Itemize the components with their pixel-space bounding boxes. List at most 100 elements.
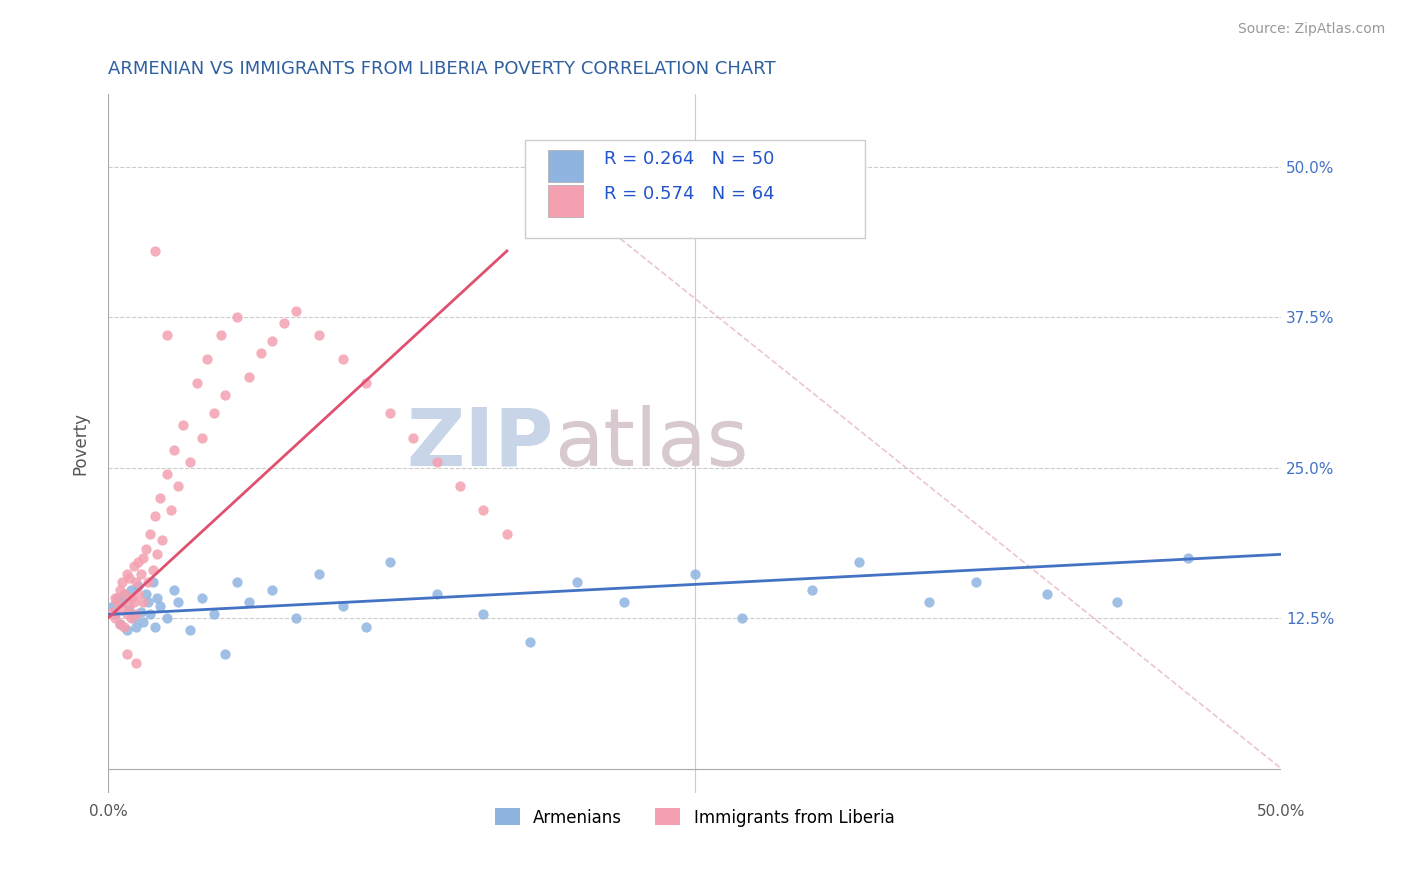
Point: [120, 591, 142, 605]
Point: [238, 370, 260, 384]
Point: [128, 587, 150, 601]
Point: [128, 578, 150, 592]
Point: [167, 478, 190, 492]
Point: [120, 611, 142, 625]
Point: [226, 574, 249, 589]
Y-axis label: Poverty: Poverty: [72, 412, 89, 475]
Point: [186, 376, 208, 391]
Point: [104, 611, 127, 625]
Point: [118, 571, 141, 585]
Point: [273, 316, 295, 330]
Point: [135, 587, 157, 601]
Point: [156, 611, 179, 625]
Point: [191, 430, 214, 444]
Point: [496, 526, 519, 541]
Point: [125, 656, 148, 670]
Point: [378, 555, 401, 569]
Point: [214, 388, 236, 402]
Point: [195, 352, 218, 367]
Point: [122, 559, 145, 574]
Point: [1035, 587, 1057, 601]
Point: [142, 563, 165, 577]
Point: [128, 555, 150, 569]
FancyBboxPatch shape: [524, 140, 865, 237]
Point: [156, 467, 179, 481]
Point: [112, 619, 135, 633]
Point: [163, 583, 186, 598]
Point: [425, 587, 447, 601]
Point: [115, 647, 138, 661]
Point: [262, 583, 284, 598]
Point: [104, 607, 127, 622]
Point: [115, 623, 138, 637]
Point: [105, 591, 128, 605]
Point: [122, 595, 145, 609]
Point: [284, 611, 307, 625]
Point: [108, 583, 131, 598]
Point: [209, 328, 232, 343]
Point: [135, 542, 157, 557]
Legend: Armenians, Immigrants from Liberia: Armenians, Immigrants from Liberia: [488, 802, 901, 833]
Point: [132, 595, 155, 609]
Point: [112, 587, 135, 601]
Point: [284, 304, 307, 318]
Point: [683, 566, 706, 581]
Point: [142, 574, 165, 589]
Point: [118, 602, 141, 616]
Point: [332, 352, 354, 367]
Point: [1177, 550, 1199, 565]
Point: [226, 310, 249, 325]
Point: [172, 418, 194, 433]
Point: [730, 611, 752, 625]
Point: [179, 454, 201, 468]
Point: [132, 615, 155, 629]
Point: [472, 607, 495, 622]
Point: [115, 607, 138, 622]
Point: [108, 617, 131, 632]
Point: [101, 605, 124, 619]
Point: [354, 619, 377, 633]
Point: [111, 595, 134, 609]
Point: [146, 547, 169, 561]
Point: [132, 550, 155, 565]
Point: [332, 599, 354, 613]
FancyBboxPatch shape: [548, 186, 583, 217]
FancyBboxPatch shape: [548, 150, 583, 182]
Point: [149, 599, 172, 613]
Text: R = 0.264   N = 50: R = 0.264 N = 50: [605, 150, 775, 169]
Point: [214, 647, 236, 661]
Point: [118, 599, 141, 613]
Point: [402, 430, 425, 444]
Point: [449, 478, 471, 492]
Text: Source: ZipAtlas.com: Source: ZipAtlas.com: [1237, 22, 1385, 37]
Point: [101, 599, 124, 613]
Point: [191, 591, 214, 605]
Point: [136, 574, 159, 589]
Point: [567, 574, 589, 589]
Point: [308, 566, 330, 581]
Point: [160, 502, 183, 516]
Point: [150, 533, 173, 547]
Point: [1107, 595, 1129, 609]
Point: [918, 595, 941, 609]
Point: [136, 595, 159, 609]
Point: [179, 623, 201, 637]
Point: [143, 619, 166, 633]
Point: [143, 508, 166, 523]
Point: [143, 244, 166, 258]
Point: [125, 619, 148, 633]
Point: [115, 566, 138, 581]
Point: [202, 607, 225, 622]
Point: [801, 583, 824, 598]
Point: [262, 334, 284, 349]
Point: [125, 574, 148, 589]
Text: ARMENIAN VS IMMIGRANTS FROM LIBERIA POVERTY CORRELATION CHART: ARMENIAN VS IMMIGRANTS FROM LIBERIA POVE…: [108, 60, 776, 78]
Point: [354, 376, 377, 391]
Text: atlas: atlas: [554, 405, 748, 483]
Point: [425, 454, 447, 468]
Point: [378, 407, 401, 421]
Point: [104, 591, 127, 605]
Point: [202, 407, 225, 421]
Point: [249, 346, 271, 360]
Point: [129, 566, 152, 581]
